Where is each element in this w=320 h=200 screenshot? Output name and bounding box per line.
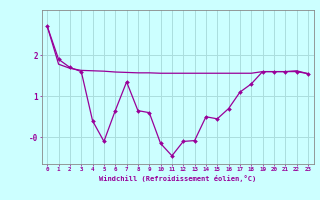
X-axis label: Windchill (Refroidissement éolien,°C): Windchill (Refroidissement éolien,°C)	[99, 175, 256, 182]
